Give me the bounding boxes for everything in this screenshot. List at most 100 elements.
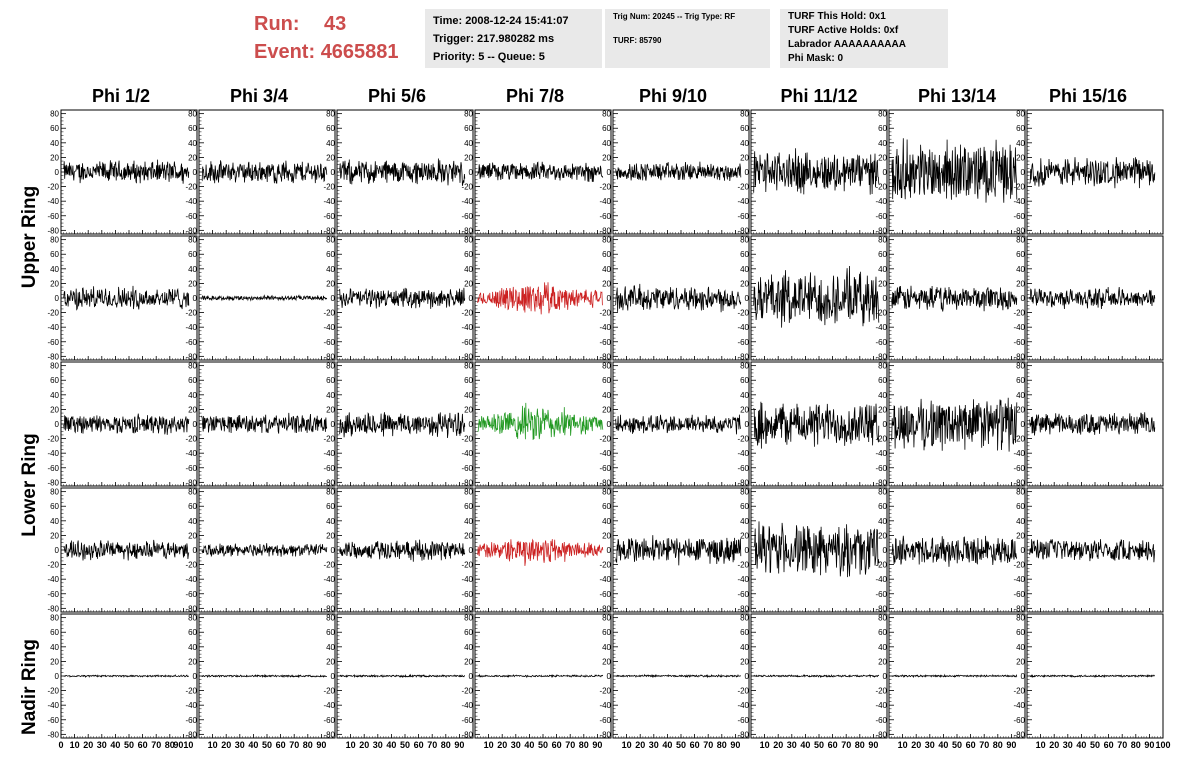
col-header-phi-11-12: Phi 11/12 xyxy=(780,86,858,106)
y-tick-label-r1-c5-6: -40 xyxy=(737,323,749,332)
y-tick-label-r3-c5-8: -80 xyxy=(737,604,749,613)
x-tick-label-c2-5: 50 xyxy=(400,740,410,750)
x-tick-label-c3-3: 30 xyxy=(511,740,521,750)
y-tick-label-r4-c4-7: -60 xyxy=(599,716,611,725)
y-tick-label-r3-c1-6: -40 xyxy=(185,575,197,584)
y-tick-label-r4-c3-0: 80 xyxy=(464,614,473,623)
y-tick-label-r1-c6-2: 40 xyxy=(878,265,887,274)
y-tick-label-r3-c1-2: 40 xyxy=(188,517,197,526)
y-tick-label-r1-c5-2: 40 xyxy=(740,265,749,274)
y-tick-label-r3-c0-7: -60 xyxy=(47,590,59,599)
y-tick-label-r3-c3-3: 20 xyxy=(464,531,473,540)
event-label: Event: xyxy=(254,41,316,63)
y-tick-label-r4-c6-0: 80 xyxy=(878,614,887,623)
y-tick-label-r3-c2-4: 0 xyxy=(331,546,336,555)
y-tick-label-r1-c6-0: 80 xyxy=(878,236,887,245)
x-tick-label-c5-6: 60 xyxy=(828,740,838,750)
y-tick-label-r1-c0-7: -60 xyxy=(47,338,59,347)
y-tick-label-r0-c4-4: 0 xyxy=(607,168,612,177)
y-tick-label-r4-c2-3: 20 xyxy=(326,657,335,666)
trig-num-text: Trig Num: 20245 -- Trig Type: RF xyxy=(613,12,736,21)
run-row: Run: 43 xyxy=(254,10,399,38)
waveform-r0-c4 xyxy=(615,161,742,182)
y-tick-label-r3-c6-6: -40 xyxy=(875,575,887,584)
waveform-r3-c4 xyxy=(615,535,742,566)
x-tick-label-c6-5: 50 xyxy=(952,740,962,750)
y-tick-label-r1-c6-1: 60 xyxy=(878,250,887,259)
x-tick-label-c6-9: 90 xyxy=(1006,740,1016,750)
y-tick-label-r0-c2-7: -60 xyxy=(323,212,335,221)
y-tick-label-r2-c0-4: 0 xyxy=(55,420,60,429)
y-tick-label-r0-c5-7: -60 xyxy=(737,212,749,221)
y-tick-label-r1-c1-8: -80 xyxy=(185,352,197,361)
y-tick-label-r4-c0-3: 20 xyxy=(50,657,59,666)
x-tick-label-c7-2: 20 xyxy=(1049,740,1059,750)
x-tick-label-c0-6: 60 xyxy=(138,740,148,750)
y-tick-label-r0-c4-0: 80 xyxy=(602,110,611,119)
y-tick-label-r2-c6-6: -40 xyxy=(875,449,887,458)
y-tick-label-r0-c2-3: 20 xyxy=(326,153,335,162)
event-value: 4665881 xyxy=(320,41,399,63)
waveform-r3-c3 xyxy=(477,538,604,566)
y-tick-label-r2-c1-5: -20 xyxy=(185,435,197,444)
x-tick-label-c4-2: 20 xyxy=(635,740,645,750)
y-tick-label-r3-c5-6: -40 xyxy=(737,575,749,584)
x-tick-label-c3-6: 60 xyxy=(552,740,562,750)
panel-frame-r2-c1 xyxy=(198,361,336,487)
y-tick-label-r4-c2-0: 80 xyxy=(326,614,335,623)
y-tick-label-r4-c1-7: -60 xyxy=(185,716,197,725)
y-tick-label-r1-c7-5: -20 xyxy=(1013,309,1025,318)
y-tick-label-r2-c6-1: 60 xyxy=(878,376,887,385)
x-tick-label-c5-3: 30 xyxy=(787,740,797,750)
y-tick-label-r2-c2-2: 40 xyxy=(326,391,335,400)
y-tick-label-r1-c1-4: 0 xyxy=(193,294,198,303)
y-tick-label-r0-c1-7: -60 xyxy=(185,212,197,221)
y-tick-label-r3-c7-8: -80 xyxy=(1013,604,1025,613)
y-tick-label-r3-c4-3: 20 xyxy=(602,531,611,540)
y-tick-label-r4-c4-5: -20 xyxy=(599,687,611,696)
y-tick-label-r1-c7-6: -40 xyxy=(1013,323,1025,332)
y-tick-label-r4-c1-1: 60 xyxy=(188,628,197,637)
x-tick-label-c2-1: 10 xyxy=(346,740,356,750)
y-tick-label-r2-c2-4: 0 xyxy=(331,420,336,429)
y-tick-label-r1-c2-0: 80 xyxy=(326,236,335,245)
waveform-r0-c7 xyxy=(1029,157,1156,189)
y-tick-label-r0-c4-6: -40 xyxy=(599,197,611,206)
y-tick-label-r4-c5-2: 40 xyxy=(740,643,749,652)
y-tick-label-r1-c6-4: 0 xyxy=(883,294,888,303)
waveform-r4-c5 xyxy=(753,674,880,679)
y-tick-label-r2-c4-7: -60 xyxy=(599,464,611,473)
y-tick-label-r4-c3-4: 0 xyxy=(469,672,474,681)
y-tick-label-r3-c0-0: 80 xyxy=(50,488,59,497)
y-tick-label-r4-c7-7: -60 xyxy=(1013,716,1025,725)
y-tick-label-r1-c7-0: 80 xyxy=(1016,236,1025,245)
y-tick-label-r3-c4-4: 0 xyxy=(607,546,612,555)
y-tick-label-r3-c6-4: 0 xyxy=(883,546,888,555)
y-tick-label-r2-c3-7: -60 xyxy=(461,464,473,473)
y-tick-label-r1-c2-6: -40 xyxy=(323,323,335,332)
y-tick-label-r1-c2-7: -60 xyxy=(323,338,335,347)
x-tick-label-c2-3: 30 xyxy=(373,740,383,750)
y-tick-label-r4-c5-8: -80 xyxy=(737,730,749,739)
y-tick-label-r2-c2-1: 60 xyxy=(326,376,335,385)
waveform-r4-c4 xyxy=(615,673,741,679)
y-tick-label-r2-c3-8: -80 xyxy=(461,478,473,487)
y-tick-label-r2-c0-6: -40 xyxy=(47,449,59,458)
x-tick-label-c7-4: 40 xyxy=(1076,740,1086,750)
waveform-r0-c0 xyxy=(63,159,190,184)
y-tick-label-r2-c7-4: 0 xyxy=(1021,420,1026,429)
y-tick-label-r1-c5-0: 80 xyxy=(740,236,749,245)
y-tick-label-r0-c7-4: 0 xyxy=(1021,168,1026,177)
y-tick-label-r2-c4-2: 40 xyxy=(602,391,611,400)
x-tick-label-c6-1: 10 xyxy=(898,740,908,750)
y-tick-label-r0-c1-0: 80 xyxy=(188,110,197,119)
y-tick-label-r0-c3-7: -60 xyxy=(461,212,473,221)
y-tick-label-r2-c0-0: 80 xyxy=(50,362,59,371)
y-tick-label-r0-c1-3: 20 xyxy=(188,153,197,162)
y-tick-label-r0-c6-6: -40 xyxy=(875,197,887,206)
y-tick-label-r1-c0-5: -20 xyxy=(47,309,59,318)
waveform-r2-c6 xyxy=(891,397,1018,452)
y-tick-label-r3-c6-7: -60 xyxy=(875,590,887,599)
x-tick-label-c5-2: 20 xyxy=(773,740,783,750)
x-tick-label-c0-5: 50 xyxy=(124,740,134,750)
